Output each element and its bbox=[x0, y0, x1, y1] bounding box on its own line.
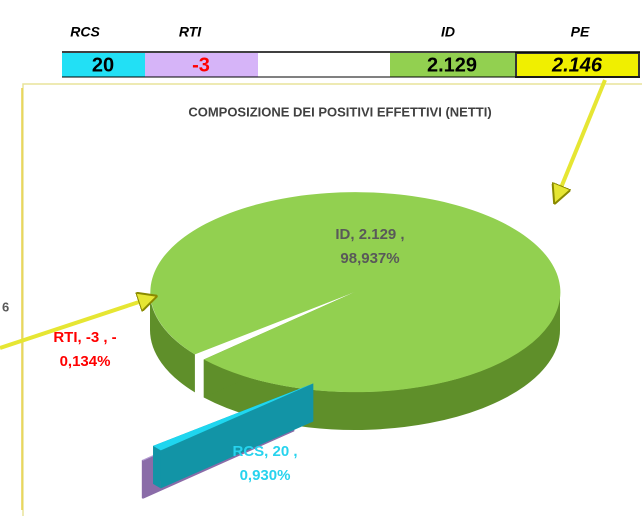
header-value: 2.146 bbox=[551, 54, 603, 76]
pie-side bbox=[153, 445, 161, 489]
header-label: ID bbox=[441, 24, 455, 40]
pie-side bbox=[141, 460, 144, 499]
edge-fragment: 6 bbox=[2, 299, 9, 314]
header-label: RTI bbox=[179, 24, 202, 40]
pie-side bbox=[150, 292, 195, 393]
chart-area bbox=[22, 83, 642, 516]
cell-pe bbox=[515, 52, 640, 78]
cell-id bbox=[390, 53, 515, 77]
header-value: -3 bbox=[192, 54, 210, 76]
data-label: ID, 2.129 , bbox=[335, 226, 404, 243]
pie bbox=[141, 192, 561, 499]
header-value: 20 bbox=[92, 54, 114, 76]
pie-slice bbox=[150, 192, 561, 393]
arrow bbox=[558, 79, 607, 195]
header-value: 2.129 bbox=[427, 54, 477, 76]
pie-slice bbox=[153, 383, 314, 451]
pie-cut-face bbox=[160, 383, 314, 489]
data-label: RCS, 20 , bbox=[232, 443, 297, 460]
header-label: PE bbox=[571, 24, 590, 40]
data-label: 0,134% bbox=[60, 353, 111, 370]
data-label: RTI, -3 , - bbox=[53, 329, 116, 346]
header-label: RCS bbox=[70, 24, 100, 40]
data-label: 0,930% bbox=[240, 467, 291, 484]
cell-rti bbox=[145, 53, 258, 77]
data-label: 98,937% bbox=[340, 250, 399, 267]
cell-rcs bbox=[62, 53, 145, 77]
chart-title: COMPOSIZIONE DEI POSITIVI EFFETTIVI (NET… bbox=[188, 104, 491, 119]
arrow bbox=[0, 299, 148, 350]
data-labels: ID, 2.129 , 98,937% RCS, 20 , 0,930% RTI, -3… bbox=[53, 226, 404, 484]
